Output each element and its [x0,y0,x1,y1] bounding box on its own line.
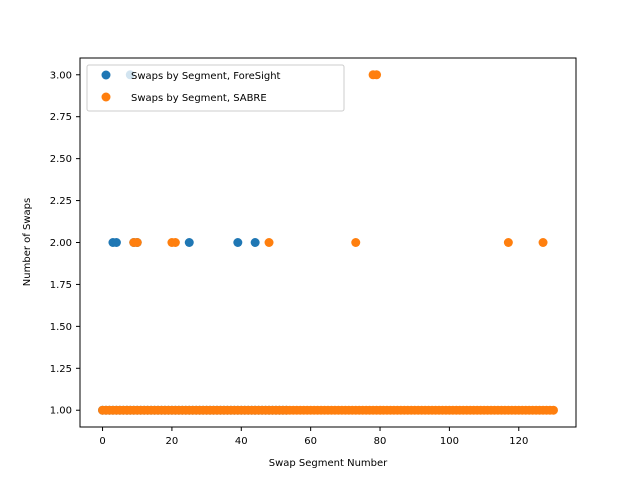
y-tick-label: 2.50 [50,154,72,165]
y-axis-label: Number of Swaps [22,198,33,286]
x-tick-label: 0 [99,436,105,447]
y-tick-label: 2.25 [50,196,72,207]
data-point-foresight [184,238,194,247]
data-point-sabre [351,238,361,247]
y-tick-label: 2.00 [50,238,72,249]
data-point-sabre [538,238,548,247]
legend-label-sabre: Swaps by Segment, SABRE [131,93,267,104]
x-axis: 0 20 40 60 80 100 120 [99,427,528,447]
data-point-foresight [233,238,243,247]
data-point-foresight [250,238,260,247]
legend-marker-sabre [101,92,111,102]
legend: Swaps by Segment, ForeSight Swaps by Seg… [86,64,345,112]
y-tick-label: 3.00 [50,70,72,81]
data-point-sabre [503,238,513,247]
data-point-sabre [548,405,558,415]
data-point-sabre [264,238,274,247]
x-tick-label: 60 [304,436,317,447]
x-tick-label: 100 [440,436,459,447]
y-tick-label: 1.00 [50,406,72,417]
y-tick-label: 2.75 [50,112,72,123]
data-point-sabre [372,70,382,80]
points-layer [98,70,558,415]
y-tick-label: 1.75 [50,280,72,291]
x-tick-label: 20 [166,436,179,447]
data-point-sabre [170,238,180,247]
legend-label-foresight: Swaps by Segment, ForeSight [131,71,281,82]
data-point-foresight [111,238,121,247]
y-tick-label: 1.50 [50,322,72,333]
x-tick-label: 80 [374,436,387,447]
x-axis-label: Swap Segment Number [269,458,388,469]
x-tick-label: 120 [509,436,528,447]
legend-box [86,64,345,112]
legend-marker-foresight [101,70,111,80]
y-axis: 1.00 1.25 1.50 1.75 2.00 2.25 2.50 2.75 3.00 [50,70,80,417]
data-point-sabre [132,238,142,247]
x-tick-label: 40 [235,436,248,447]
y-tick-label: 1.25 [50,364,72,375]
